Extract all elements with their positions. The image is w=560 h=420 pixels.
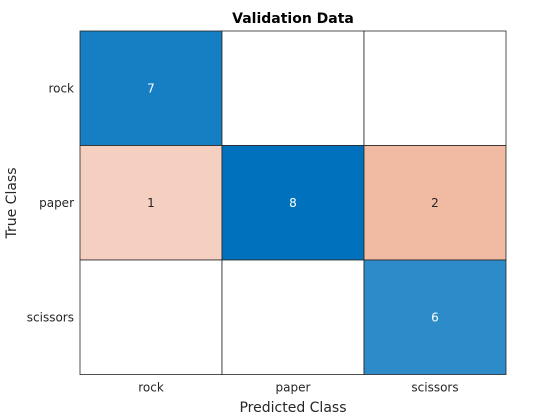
cell-value-scissors-scissors: 6 xyxy=(431,310,439,324)
matrix-cell-paper-scissors xyxy=(363,145,507,261)
chart-title: Validation Data xyxy=(232,11,354,27)
cell-value-rock-rock: 7 xyxy=(147,81,155,95)
matrix-cell-scissors-paper xyxy=(221,259,365,375)
cell-value-paper-rock: 1 xyxy=(147,196,155,210)
matrix-cell-scissors-rock xyxy=(79,259,223,375)
y-axis-label: True Class xyxy=(4,167,20,239)
x-tick-label-scissors: scissors xyxy=(411,381,458,395)
tick-labels: rock paper scissors rock paper scissors xyxy=(27,81,459,394)
matrix-cell-rock-scissors xyxy=(363,30,507,146)
matrix-cell-rock-paper xyxy=(221,30,365,146)
x-tick-label-rock: rock xyxy=(138,381,164,395)
cell-value-paper-paper: 8 xyxy=(289,196,297,210)
x-tick-label-paper: paper xyxy=(276,381,311,395)
y-tick-label-paper: paper xyxy=(39,196,74,210)
x-axis-label: Predicted Class xyxy=(239,400,346,416)
cell-value-paper-scissors: 2 xyxy=(431,196,439,210)
y-tick-label-rock: rock xyxy=(48,81,74,95)
matrix-cell-paper-paper xyxy=(221,145,365,261)
y-tick-label-scissors: scissors xyxy=(27,310,74,324)
matrix-cell-scissors-scissors xyxy=(363,259,507,375)
matrix-cells: 7 1 8 2 6 xyxy=(79,30,507,375)
matrix-cell-rock-rock xyxy=(79,30,223,146)
matrix-cell-paper-rock xyxy=(79,145,223,261)
